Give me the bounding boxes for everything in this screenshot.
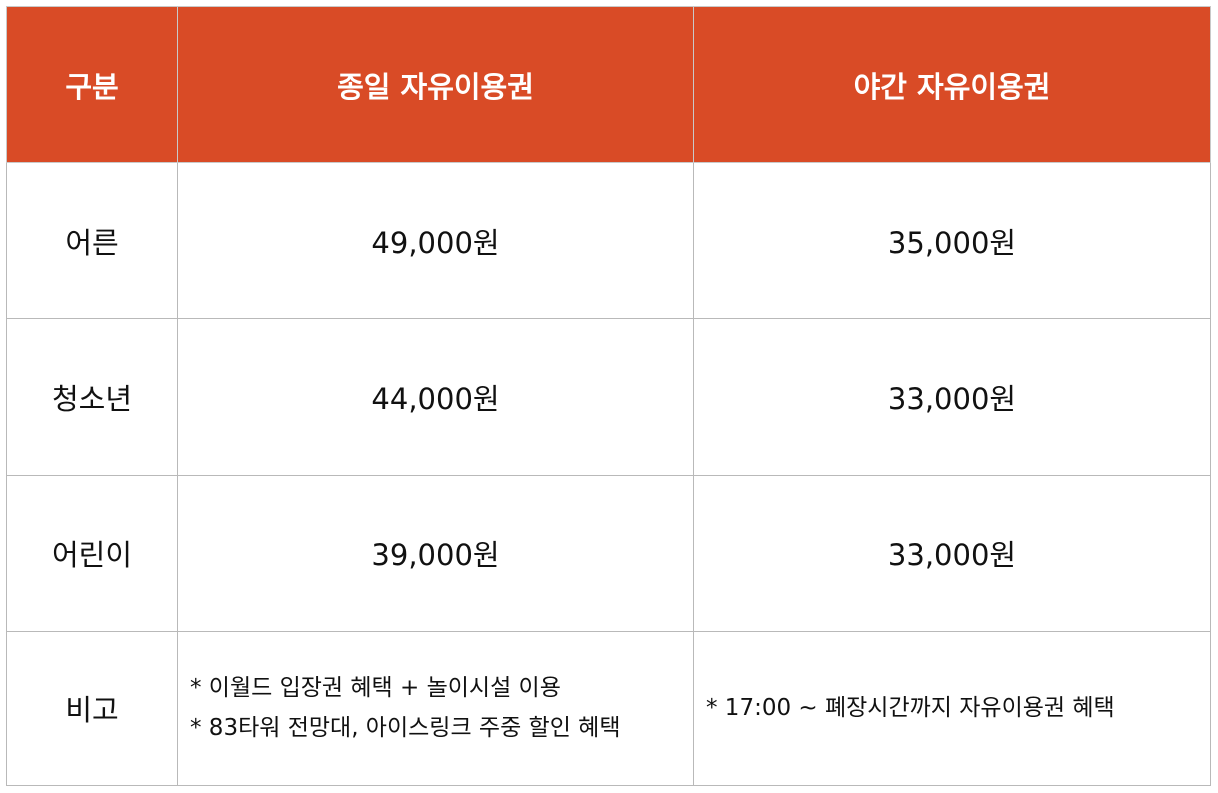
- day-pass-price: 44,000원: [177, 318, 694, 476]
- night-pass-price: 33,000원: [693, 474, 1211, 632]
- price-table: 구분 종일 자유이용권 야간 자유이용권 어른 49,000원 35,000원 …: [6, 6, 1211, 787]
- row-category: 어린이: [6, 474, 178, 632]
- table-row: 청소년 44,000원 33,000원: [6, 318, 1211, 476]
- day-pass-notes: * 이월드 입장권 혜택 + 놀이시설 이용 * 83타워 전망대, 아이스링크…: [177, 630, 694, 787]
- row-category: 청소년: [6, 318, 178, 476]
- header-day-pass: 종일 자유이용권: [177, 6, 694, 163]
- header-night-pass: 야간 자유이용권: [693, 6, 1211, 163]
- notes-label: 비고: [6, 630, 178, 787]
- day-pass-price: 49,000원: [177, 161, 694, 320]
- notes-row: 비고 * 이월드 입장권 혜택 + 놀이시설 이용 * 83타워 전망대, 아이…: [6, 630, 1211, 787]
- table-body: 어른 49,000원 35,000원 청소년 44,000원 33,000원 어…: [6, 161, 1211, 787]
- table-row: 어린이 39,000원 33,000원: [6, 474, 1211, 632]
- note-line: * 17:00 ~ 폐장시간까지 자유이용권 혜택: [706, 695, 1115, 722]
- night-pass-notes: * 17:00 ~ 폐장시간까지 자유이용권 혜택: [693, 630, 1211, 787]
- night-pass-price: 35,000원: [693, 161, 1211, 320]
- row-category: 어른: [6, 161, 178, 320]
- table-row: 어른 49,000원 35,000원: [6, 161, 1211, 320]
- table-header: 구분 종일 자유이용권 야간 자유이용권: [6, 6, 1211, 163]
- note-line: * 83타워 전망대, 아이스링크 주중 할인 혜택: [190, 715, 621, 742]
- day-pass-price: 39,000원: [177, 474, 694, 632]
- header-category: 구분: [6, 6, 178, 163]
- note-line: * 이월드 입장권 혜택 + 놀이시설 이용: [190, 675, 561, 702]
- night-pass-price: 33,000원: [693, 318, 1211, 476]
- header-row: 구분 종일 자유이용권 야간 자유이용권: [6, 6, 1211, 163]
